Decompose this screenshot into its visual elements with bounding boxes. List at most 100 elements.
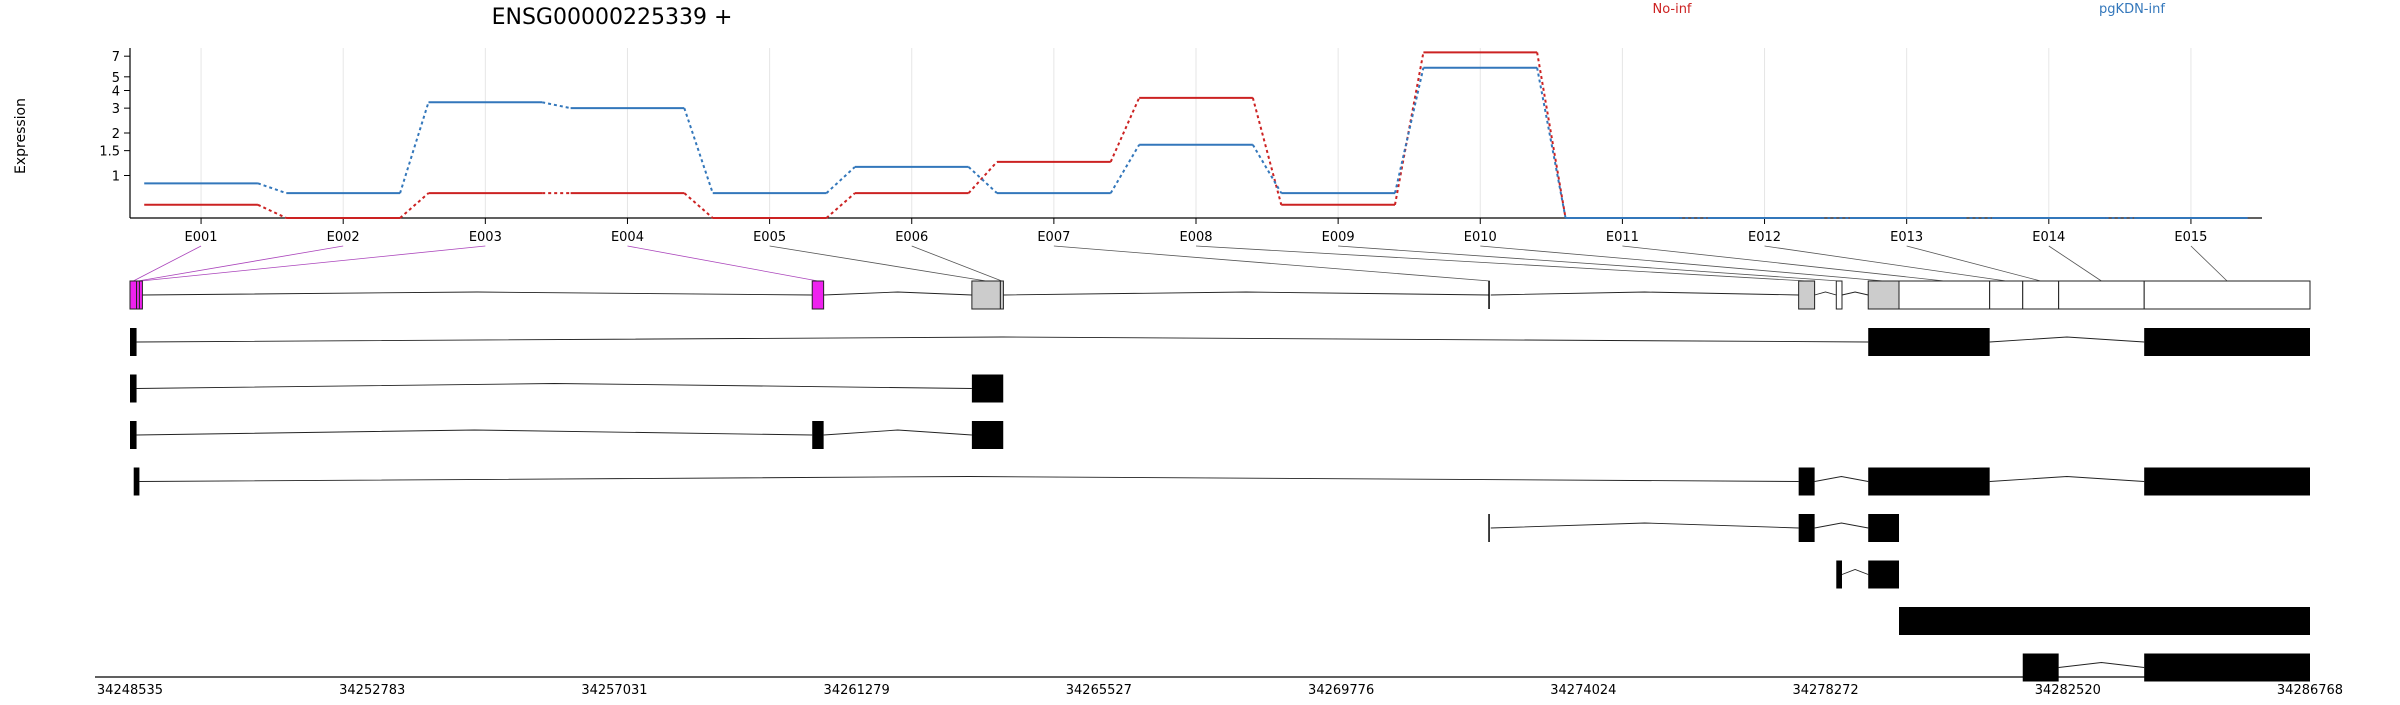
data-connector xyxy=(1109,97,1141,163)
transcript-exon xyxy=(812,421,824,449)
data-connector xyxy=(399,192,430,219)
x-tick-label-e004: E004 xyxy=(611,230,644,245)
transcript-exon xyxy=(130,421,137,449)
exon-connector-e007 xyxy=(1053,245,1490,282)
y-tick-label: 2 xyxy=(112,127,120,142)
y-tick-label: 3 xyxy=(112,102,120,117)
genomic-tick-label: 34269776 xyxy=(1308,683,1374,698)
data-connector xyxy=(257,203,287,219)
transcript-intron xyxy=(1989,336,2145,343)
exon-e012 xyxy=(1989,280,2024,310)
x-tick-label-e002: E002 xyxy=(327,230,360,245)
transcript-intron xyxy=(136,429,813,436)
legend-series-pgkdn-inf: pgKDN-inf xyxy=(2099,2,2165,17)
transcript-exon xyxy=(130,374,137,403)
transcript-intron xyxy=(2058,662,2145,668)
transcript-5 xyxy=(1488,514,1900,542)
genomic-tick-label: 34261279 xyxy=(824,683,890,698)
transcript-exon xyxy=(1899,607,2310,635)
x-tick-label-e006: E006 xyxy=(895,230,928,245)
data-connector xyxy=(1394,52,1425,205)
legend-series-no-inf: No-inf xyxy=(1652,2,1691,17)
data-connector xyxy=(1536,52,1567,219)
transcript-exon xyxy=(2144,328,2310,356)
transcript-exon xyxy=(1868,514,1900,542)
data-connector xyxy=(825,166,856,194)
exon-e010 xyxy=(1867,280,1900,310)
data-connector xyxy=(541,101,571,110)
data-connector xyxy=(683,107,714,194)
exon-e001 xyxy=(129,280,138,310)
exon-e013 xyxy=(2022,280,2060,310)
data-connector xyxy=(967,166,998,194)
exon-connector-e012 xyxy=(1764,245,2007,282)
y-axis-label: Expression xyxy=(13,98,29,174)
y-tick-label: 1.5 xyxy=(99,145,120,160)
exon-e003 xyxy=(138,280,143,310)
x-tick-label-e008: E008 xyxy=(1179,230,1212,245)
transcript-exon xyxy=(1868,467,1990,496)
genomic-tick-label: 34248535 xyxy=(97,683,163,698)
transcript-intron xyxy=(823,429,972,436)
transcript-exon xyxy=(1868,328,1990,356)
x-tick-label-e005: E005 xyxy=(753,230,786,245)
transcript-exon xyxy=(1836,560,1842,589)
transcript-7 xyxy=(1899,607,2310,635)
x-tick-label-e011: E011 xyxy=(1606,230,1639,245)
gene-intron xyxy=(1814,291,1837,296)
genomic-tick-label: 34265527 xyxy=(1066,683,1132,698)
x-tick-label-e007: E007 xyxy=(1037,230,1070,245)
gene-intron xyxy=(823,291,972,296)
exon-e011 xyxy=(1898,280,1991,310)
exon-connector-e005 xyxy=(769,245,987,282)
exon-connector-e001 xyxy=(133,245,202,282)
exon-e008 xyxy=(1798,280,1816,310)
exon-connector-e014 xyxy=(2048,245,2102,282)
exon-connector-e015 xyxy=(2190,245,2228,282)
exon-e009 xyxy=(1835,280,1843,310)
gene-intron xyxy=(1490,291,1799,296)
data-connector xyxy=(967,161,998,194)
series-pgkdn-inf xyxy=(144,66,2248,219)
x-tick-label-e012: E012 xyxy=(1748,230,1781,245)
gene-intron xyxy=(142,291,813,296)
exon-connector-e010 xyxy=(1480,245,1884,282)
x-tick-label-e010: E010 xyxy=(1464,230,1497,245)
exon-e005 xyxy=(971,280,1001,310)
transcript-exon xyxy=(1868,560,1900,589)
data-connector xyxy=(825,192,856,219)
transcript-intron xyxy=(136,383,972,389)
genomic-tick-label: 34257031 xyxy=(581,683,647,698)
transcript-intron xyxy=(1814,522,1869,529)
transcript-6 xyxy=(1836,560,1900,589)
transcript-exon xyxy=(1798,467,1815,496)
transcript-exon xyxy=(133,467,140,496)
exon-connector-e002 xyxy=(137,245,344,282)
genomic-tick-label: 34286768 xyxy=(2277,683,2343,698)
transcript-intron xyxy=(1490,522,1799,529)
transcript-3 xyxy=(130,421,1004,449)
x-tick-label-e009: E009 xyxy=(1322,230,1355,245)
transcript-intron xyxy=(139,476,1799,482)
transcript-intron xyxy=(1814,476,1869,482)
data-connector xyxy=(399,101,430,194)
x-tick-label-e001: E001 xyxy=(185,230,218,245)
genomic-tick-label: 34252783 xyxy=(339,683,405,698)
transcript-1 xyxy=(130,328,2310,356)
genomic-tick-label: 34274024 xyxy=(1550,683,1616,698)
transcript-intron xyxy=(1841,569,1869,575)
transcript-intron xyxy=(1989,476,2145,482)
data-connector xyxy=(1109,144,1141,194)
x-tick-label-e014: E014 xyxy=(2032,230,2065,245)
genomic-tick-label: 34282520 xyxy=(2035,683,2101,698)
exon-connector-e006 xyxy=(911,245,1002,282)
transcript-exon xyxy=(971,421,1004,449)
y-tick-label: 7 xyxy=(112,50,120,65)
x-tick-label-e003: E003 xyxy=(469,230,502,245)
gene-intron xyxy=(1841,291,1869,296)
plot-area: 1 1.5 2 3 45 7 E001 E002 E003 E004 E005 E006 E007 E00… xyxy=(95,48,2343,698)
exon-e015 xyxy=(2143,280,2311,310)
exon-connector-e004 xyxy=(627,245,819,282)
